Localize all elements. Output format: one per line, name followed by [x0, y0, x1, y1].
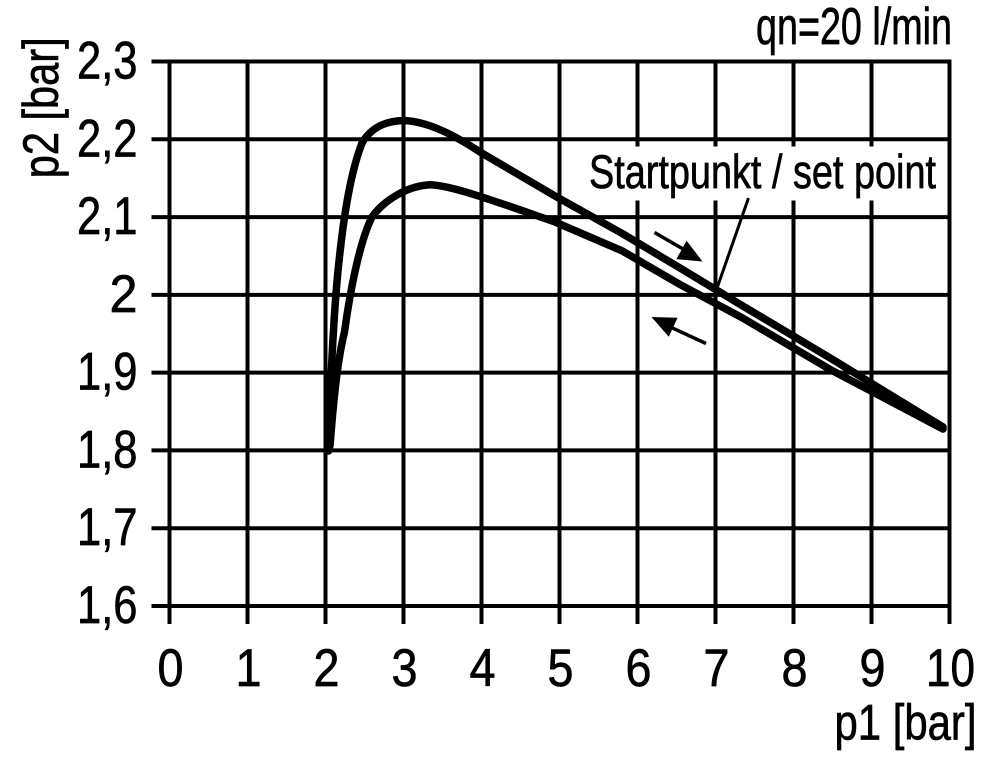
svg-text:8: 8: [782, 639, 808, 698]
svg-text:6: 6: [626, 639, 652, 698]
svg-text:1,9: 1,9: [77, 343, 138, 402]
svg-text:2: 2: [110, 265, 138, 324]
svg-text:p1 [bar]: p1 [bar]: [835, 695, 977, 751]
svg-text:1,7: 1,7: [77, 498, 138, 557]
svg-text:7: 7: [704, 639, 730, 698]
svg-text:qn=20 l/min: qn=20 l/min: [756, 0, 952, 56]
svg-text:1: 1: [236, 639, 262, 698]
svg-text:2,1: 2,1: [77, 187, 138, 246]
svg-text:1,8: 1,8: [77, 420, 138, 479]
svg-text:2,3: 2,3: [77, 32, 138, 91]
svg-text:4: 4: [470, 639, 496, 698]
svg-text:10: 10: [926, 639, 975, 698]
svg-text:2,2: 2,2: [77, 109, 138, 168]
svg-text:9: 9: [860, 639, 886, 698]
svg-text:Startpunkt / set point: Startpunkt / set point: [589, 146, 936, 199]
svg-text:1,6: 1,6: [77, 576, 138, 635]
svg-text:0: 0: [158, 639, 184, 698]
svg-text:3: 3: [392, 639, 418, 698]
svg-text:2: 2: [314, 639, 340, 698]
svg-text:5: 5: [548, 639, 574, 698]
svg-text:p2 [bar]: p2 [bar]: [13, 37, 69, 178]
